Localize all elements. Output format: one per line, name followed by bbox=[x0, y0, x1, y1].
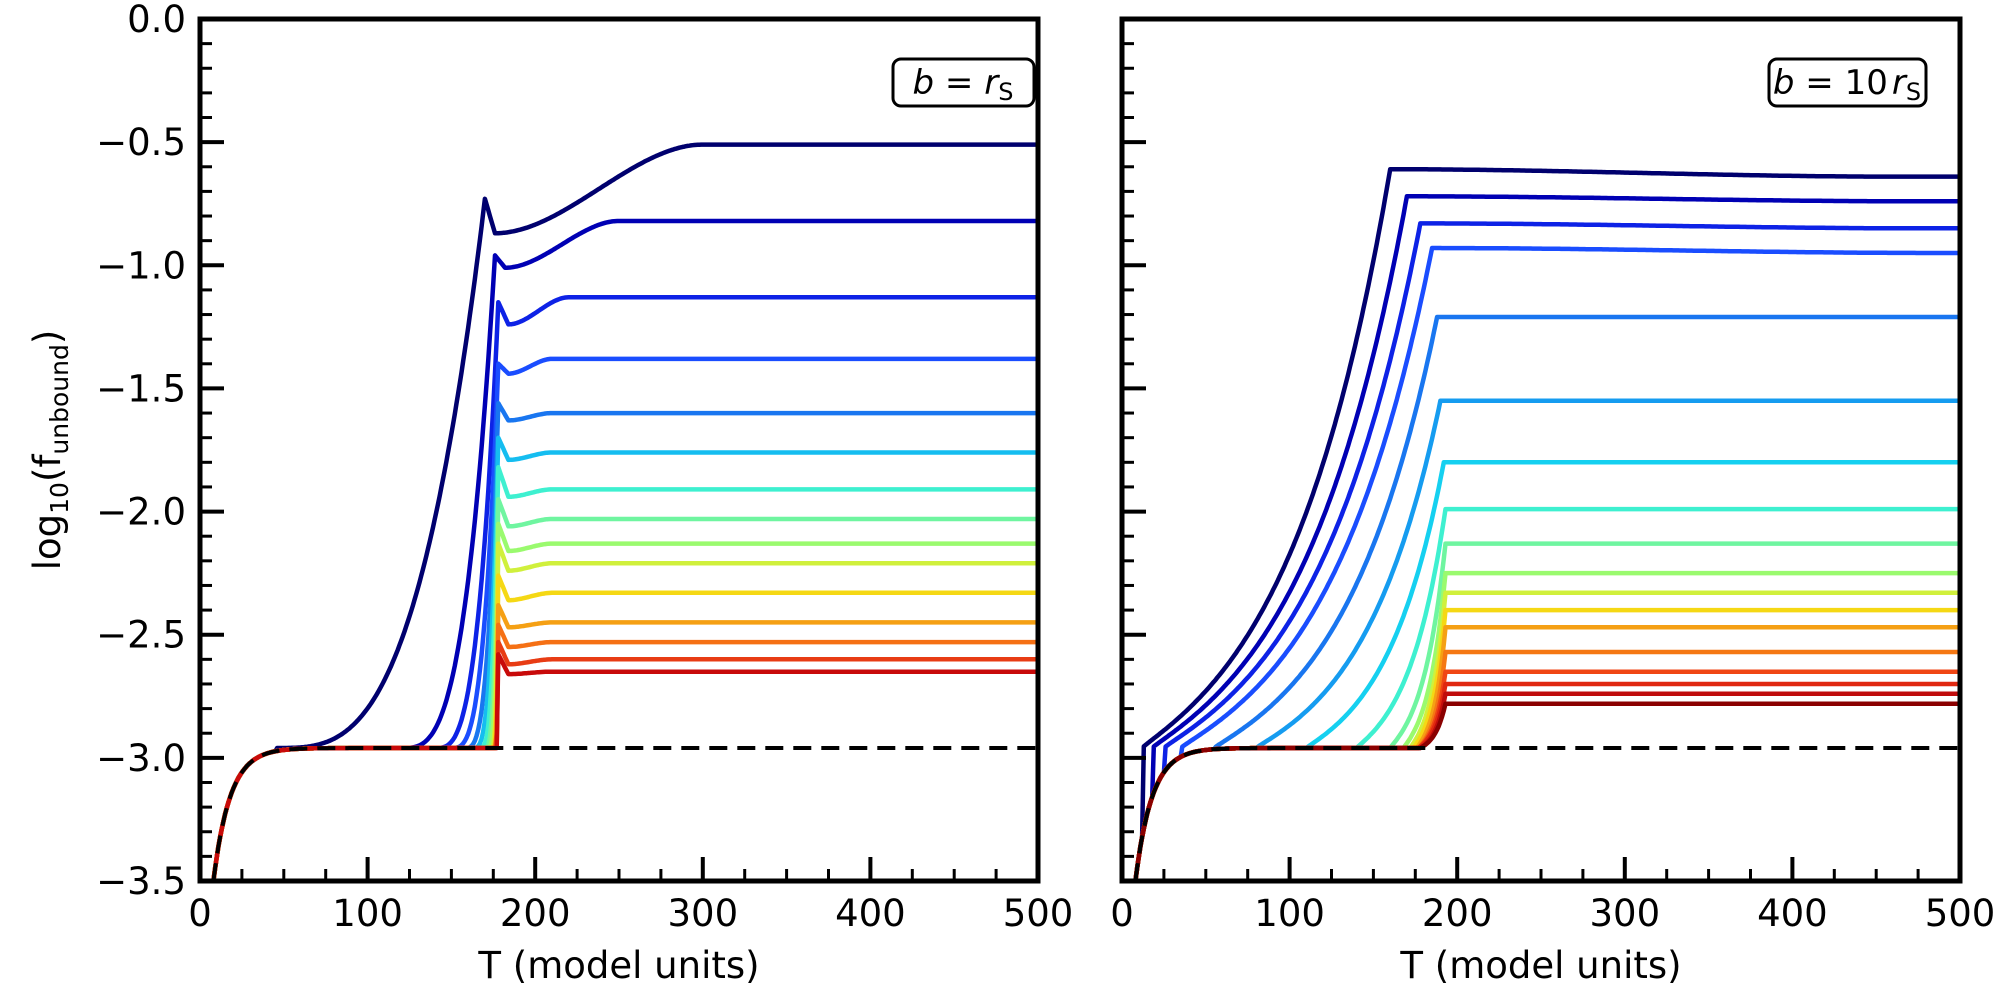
y-tick-label: 0.0 bbox=[127, 0, 186, 41]
left-series-line bbox=[211, 602, 1039, 882]
right-reference-line bbox=[1133, 746, 1960, 882]
right-series-line bbox=[1133, 590, 1961, 882]
left-series-line bbox=[211, 521, 1039, 882]
left-x-tick-label: 100 bbox=[332, 892, 403, 935]
left-annotation-box: b = rS bbox=[891, 57, 1036, 108]
right-x-tick-label: 0 bbox=[1110, 892, 1134, 935]
left-series-group bbox=[211, 142, 1039, 882]
left-series-line bbox=[211, 464, 1039, 882]
right-annotation-text: b = 10 rS bbox=[1773, 63, 1921, 106]
panel-right: 0 100 200 300 400 500 b = 10 rS T (model units… bbox=[1110, 16, 1995, 987]
right-x-axis-title: T (model units) bbox=[1399, 944, 1681, 987]
right-x-tick-label: 400 bbox=[1757, 892, 1828, 935]
right-series-group bbox=[1133, 166, 1961, 882]
left-annotation-border bbox=[891, 57, 1036, 108]
left-plot-frame bbox=[197, 16, 1041, 884]
left-ticks-group bbox=[198, 17, 1040, 883]
left-series-line bbox=[211, 652, 1039, 882]
left-x-tick-label: 0 bbox=[188, 892, 212, 935]
left-series-line bbox=[211, 497, 1039, 882]
y-axis-title: log10(funbound) bbox=[26, 330, 74, 571]
right-series-line bbox=[1133, 221, 1961, 882]
right-x-tick-label: 500 bbox=[1925, 892, 1996, 935]
left-series-line bbox=[211, 356, 1039, 882]
y-tick-label: −3.5 bbox=[96, 860, 186, 903]
y-tick-label: −2.5 bbox=[96, 614, 186, 657]
left-tick-labels-group: 0 100 200 300 400 500 0.0 −0.5 −1.0 −1.5 −2.0 −2.5 −… bbox=[96, 0, 1073, 935]
right-series-line bbox=[1133, 691, 1961, 882]
right-annotation-border bbox=[1767, 57, 1928, 108]
right-series-line bbox=[1133, 398, 1961, 882]
left-x-tick-label: 500 bbox=[1003, 892, 1074, 935]
left-series-line bbox=[211, 295, 1039, 882]
left-reference-line bbox=[211, 746, 1038, 882]
right-series-line bbox=[1133, 701, 1961, 882]
left-series-line bbox=[211, 639, 1039, 882]
right-tick-labels-group: 0 100 200 300 400 500 bbox=[1110, 892, 1995, 935]
left-x-tick-label: 300 bbox=[667, 892, 738, 935]
right-x-tick-label: 300 bbox=[1589, 892, 1660, 935]
right-annotation-box: b = 10 rS bbox=[1767, 57, 1928, 108]
right-plot-frame bbox=[1119, 16, 1963, 884]
left-annotation-text: b = rS bbox=[913, 63, 1014, 106]
y-tick-label: −1.5 bbox=[96, 367, 186, 410]
y-tick-label: −0.5 bbox=[96, 121, 186, 164]
left-x-tick-label: 200 bbox=[500, 892, 571, 935]
right-series-line bbox=[1133, 194, 1961, 882]
left-x-axis-title: T (model units) bbox=[477, 944, 759, 987]
y-tick-label: −1.0 bbox=[96, 244, 186, 287]
right-x-tick-label: 200 bbox=[1422, 892, 1493, 935]
left-series-line bbox=[211, 218, 1039, 882]
left-series-line bbox=[211, 622, 1039, 882]
y-tick-label: −2.0 bbox=[96, 491, 186, 534]
left-x-tick-label: 400 bbox=[835, 892, 906, 935]
right-x-tick-label: 100 bbox=[1254, 892, 1325, 935]
right-ticks-group bbox=[1120, 17, 1962, 883]
right-series-line bbox=[1133, 166, 1961, 882]
y-tick-label: −3.0 bbox=[96, 737, 186, 780]
left-series-line bbox=[211, 142, 1039, 882]
panel-left: 0 100 200 300 400 500 0.0 −0.5 −1.0 −1.5 −2.0 −2.5 −… bbox=[26, 0, 1073, 987]
right-series-line bbox=[1133, 314, 1961, 882]
right-series-line bbox=[1133, 245, 1961, 882]
